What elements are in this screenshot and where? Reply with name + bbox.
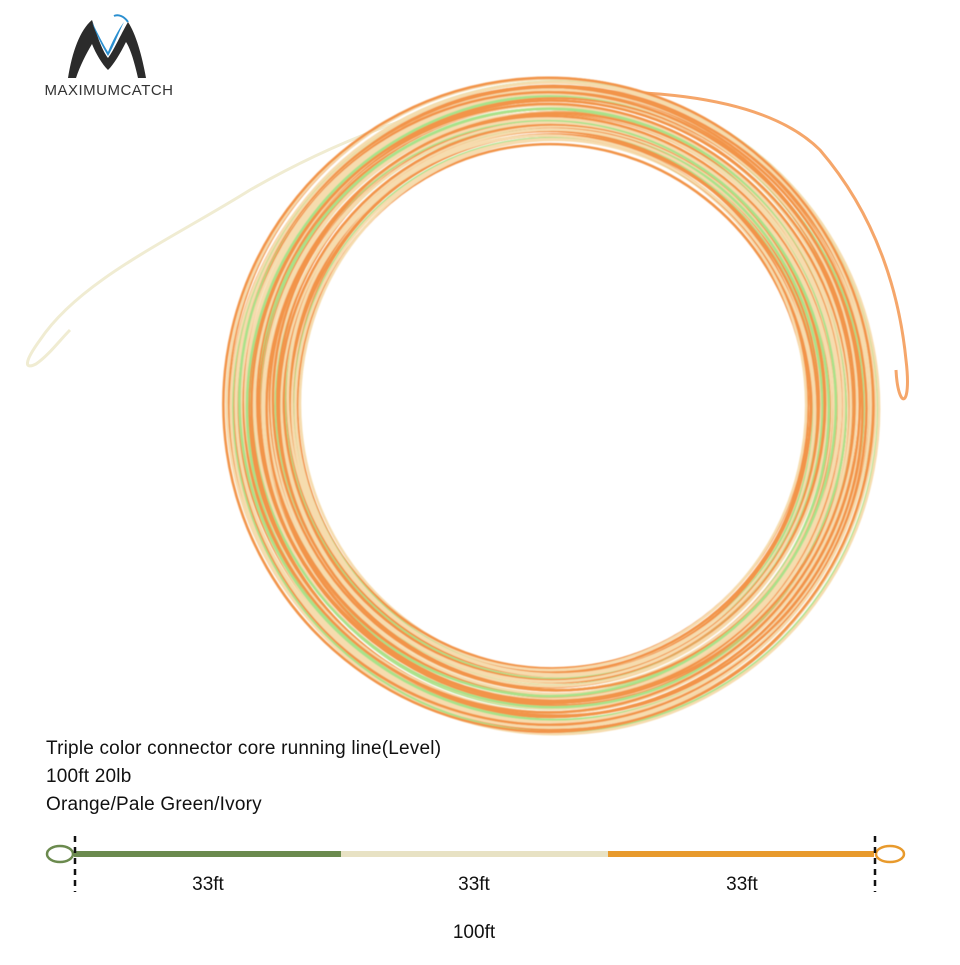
product-title: Triple color connector core running line…: [46, 738, 442, 759]
product-specs: 100ft 20lb: [46, 766, 132, 787]
coil-ring: [227, 76, 872, 727]
left-loop-icon: [45, 844, 75, 864]
coil-ring: [267, 112, 842, 699]
total-length: 100ft: [452, 922, 496, 943]
coil-ring: [235, 86, 868, 726]
coil-ring: [244, 92, 863, 719]
coil-ring: [234, 81, 877, 729]
segment-2-bar: [341, 851, 608, 857]
product-colors: Orange/Pale Green/Ivory: [46, 794, 262, 815]
coil-ring: [247, 99, 858, 718]
brand-name: MAXIMUMCATCH: [44, 82, 174, 99]
line-length-diagram: 33ft 33ft 33ft 100ft: [0, 820, 960, 960]
coil-ring: [260, 107, 845, 703]
segment-1-length: 33ft: [192, 874, 224, 895]
maximumcatch-m-logo-icon: [68, 14, 146, 78]
segment-3-length: 33ft: [726, 874, 758, 895]
coil-ring: [243, 91, 859, 715]
segment-1-bar: [74, 851, 341, 857]
coil-ring: [233, 85, 874, 732]
coil-ring: [222, 76, 875, 734]
coil-ring: [239, 88, 869, 724]
coil-ring: [249, 102, 852, 715]
right-loop-icon: [874, 844, 906, 864]
segment-2-length: 33ft: [458, 874, 490, 895]
fly-line-coil-icon: [26, 76, 909, 736]
coil-ring: [233, 90, 864, 728]
brand-logo: MAXIMUMCATCH: [14, 12, 204, 102]
coil-ring: [229, 80, 881, 736]
line-diagram-graphic: [45, 836, 906, 892]
coil-ring: [257, 103, 846, 703]
coil-ring: [255, 97, 852, 704]
coil-ring: [245, 94, 866, 723]
coil-ring: [243, 96, 853, 714]
coil-ring: [255, 99, 854, 707]
segment-3-bar: [608, 851, 874, 857]
